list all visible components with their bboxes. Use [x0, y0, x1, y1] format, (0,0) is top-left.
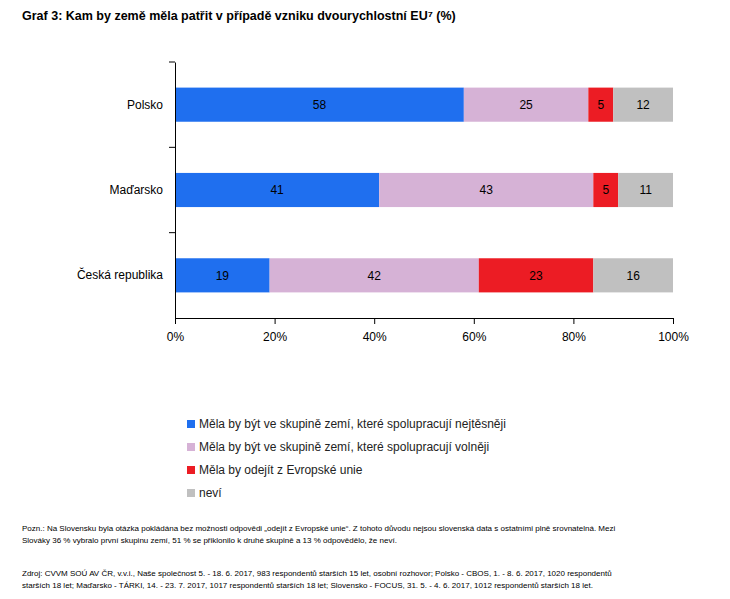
legend-swatch: [187, 420, 195, 428]
bars: [175, 88, 673, 293]
data-label: 16: [626, 269, 640, 283]
chart: Graf 3: Kam by země měla patřit v případ…: [0, 0, 730, 599]
x-axis: 0% 20% 40% 60% 80% 100%: [167, 318, 689, 344]
legend-label: neví: [199, 486, 222, 500]
legend-label: Měla by být ve skupině zemí, které spolu…: [199, 440, 489, 454]
x-tick-label: 20%: [263, 330, 287, 344]
data-label: 42: [368, 269, 382, 283]
x-tick-label: 40%: [363, 330, 387, 344]
category-label: Polsko: [127, 98, 163, 112]
bar-segment: [175, 258, 270, 292]
x-axis-line: [176, 318, 674, 319]
x-tick-label: 0%: [167, 330, 185, 344]
bar-segment: [588, 88, 613, 122]
x-tick-mark: [374, 318, 375, 324]
bar-segment: [464, 88, 588, 122]
y-tick: Maďarsko: [110, 183, 175, 197]
legend-label: Měla by odejít z Evropské unie: [199, 463, 363, 477]
data-label: 43: [480, 183, 494, 197]
legend-item: Měla by být ve skupině zemí, které spolu…: [187, 417, 506, 431]
source: Zdroj: CVVM SOÚ AV ČR, v.v.i., Naše spol…: [22, 569, 612, 578]
title: Graf 3: Kam by země měla patřit v případ…: [22, 9, 456, 23]
category-separators: [169, 62, 175, 233]
category-separator: [169, 147, 175, 148]
legend-item: Měla by odejít z Evropské unie: [187, 463, 363, 477]
category-label: Maďarsko: [110, 183, 164, 197]
x-tick: 60%: [462, 318, 486, 344]
x-tick-mark: [175, 318, 176, 324]
data-label: 19: [216, 269, 230, 283]
x-tick: 100%: [658, 318, 689, 344]
x-tick-mark: [573, 318, 574, 324]
x-tick: 0%: [167, 318, 185, 344]
data-label: 11: [639, 183, 652, 197]
bar-segment: [618, 173, 673, 207]
y-axis-line: [175, 63, 176, 319]
legend-item: Měla by být ve skupině zemí, které spolu…: [187, 440, 489, 454]
x-tick-mark: [275, 318, 276, 324]
x-tick-mark: [474, 318, 475, 324]
data-label: 25: [519, 98, 533, 112]
x-tick: 40%: [363, 318, 387, 344]
category-separator: [169, 62, 175, 63]
y-tick: Polsko: [127, 98, 175, 112]
legend-swatch: [187, 443, 195, 451]
x-tick-mark: [673, 318, 674, 324]
note: Pozn.: Na Slovensku byla otázka pokládán…: [22, 524, 615, 533]
data-label: 5: [602, 183, 609, 197]
bar-segment: [175, 88, 464, 122]
data-label: 12: [636, 98, 650, 112]
data-label: 23: [529, 269, 543, 283]
legend-swatch: [187, 489, 195, 497]
data-labels: 58 41 19 25 43 42 5 5 23 12 11 16: [216, 98, 653, 283]
note: Slováky 36 % vybralo první skupinu zemí,…: [22, 536, 397, 545]
x-tick-label: 100%: [658, 330, 689, 344]
legend-label: Měla by být ve skupině zemí, které spolu…: [199, 417, 506, 431]
x-tick: 20%: [263, 318, 287, 344]
y-tick: Česká republika: [77, 267, 175, 282]
legend-swatch: [187, 466, 195, 474]
bar-segment: [479, 258, 594, 292]
category-label: Česká republika: [77, 267, 163, 282]
bar-segment: [270, 258, 479, 292]
x-tick-label: 80%: [562, 330, 586, 344]
data-label: 5: [597, 98, 604, 112]
bar-segment: [613, 88, 673, 122]
annotations: Pozn.: Na Slovensku byla otázka pokládán…: [22, 524, 615, 590]
legend: Měla by být ve skupině zemí, které spolu…: [187, 417, 506, 500]
source: starších 18 let; Maďarsko - TÁRKI, 14. -…: [22, 581, 593, 590]
x-tick-label: 60%: [462, 330, 486, 344]
y-axis: Polsko Maďarsko Česká republika: [77, 63, 176, 319]
bar-segment: [593, 258, 673, 292]
legend-item: neví: [187, 486, 222, 500]
background: [0, 0, 730, 599]
data-label: 58: [313, 98, 327, 112]
bar-segment: [593, 173, 618, 207]
bar-segment: [175, 173, 379, 207]
data-label: 41: [270, 183, 284, 197]
category-separator: [169, 232, 175, 233]
x-tick: 80%: [562, 318, 586, 344]
bar-segment: [379, 173, 593, 207]
